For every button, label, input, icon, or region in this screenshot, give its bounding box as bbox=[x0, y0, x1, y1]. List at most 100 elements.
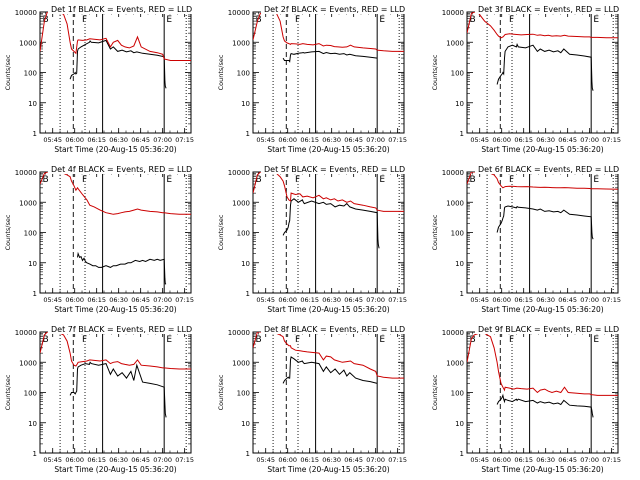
panel-title: Det 1f BLACK = Events, RED = LLD bbox=[51, 5, 192, 14]
y-tick-label: 1000 bbox=[232, 39, 250, 47]
panel-title: Det 5f BLACK = Events, RED = LLD bbox=[264, 165, 405, 174]
detector-panel-4: 1 10 100 1000 10000 05:45 06:00 06:15 06:30 06:45… bbox=[4, 164, 194, 314]
series-line-events bbox=[69, 361, 167, 418]
x-tick-label: 07:00 bbox=[153, 456, 172, 464]
series-line-events bbox=[496, 205, 594, 240]
x-tick-label: 06:15 bbox=[87, 296, 106, 304]
x-axis-label: Start Time (20-Aug-15 05:36:20) bbox=[267, 465, 389, 474]
x-tick-label: 06:15 bbox=[87, 456, 106, 464]
x-tick-label: 05:45 bbox=[470, 456, 489, 464]
region-label: B bbox=[255, 335, 261, 345]
y-tick-label: 10 bbox=[455, 260, 464, 268]
region-label: F bbox=[82, 175, 87, 185]
y-tick-label: 1 bbox=[246, 450, 250, 458]
x-tick-label: 05:45 bbox=[43, 456, 62, 464]
y-tick-label: 1000 bbox=[19, 359, 37, 367]
detector-panel-5: 1 10 100 1000 10000 05:45 06:00 06:15 06:30 06:45… bbox=[217, 164, 407, 314]
region-label: F bbox=[509, 335, 514, 345]
region-label: B bbox=[42, 175, 48, 185]
title-backing bbox=[475, 324, 620, 334]
region-label: B bbox=[42, 15, 48, 25]
plot-frame bbox=[39, 331, 192, 454]
y-tick-label: 10000 bbox=[15, 329, 37, 337]
x-tick-label: 07:00 bbox=[580, 456, 599, 464]
x-axis-label: Start Time (20-Aug-15 05:36:20) bbox=[267, 145, 389, 154]
x-tick-label: 06:00 bbox=[278, 136, 297, 144]
region-label: E bbox=[166, 175, 172, 185]
x-axis-label: Start Time (20-Aug-15 05:36:20) bbox=[481, 465, 603, 474]
y-tick-label: 10000 bbox=[15, 9, 37, 17]
region-label: E bbox=[593, 175, 599, 185]
x-tick-label: 06:00 bbox=[278, 296, 297, 304]
x-tick-label: 06:00 bbox=[492, 136, 511, 144]
panel-title: Det 8f BLACK = Events, RED = LLD bbox=[264, 325, 405, 334]
y-tick-label: 100 bbox=[451, 230, 464, 238]
y-tick-label: 1000 bbox=[446, 199, 464, 207]
series-line-lld bbox=[467, 12, 618, 39]
title-backing bbox=[475, 164, 620, 174]
x-tick-label: 07:15 bbox=[175, 136, 194, 144]
y-tick-label: 10 bbox=[28, 260, 37, 268]
y-axis-label: Counts/sec bbox=[431, 54, 439, 90]
y-axis-label: Counts/sec bbox=[217, 214, 225, 250]
x-tick-label: 05:45 bbox=[470, 136, 489, 144]
y-tick-label: 10000 bbox=[228, 169, 250, 177]
x-tick-label: 06:30 bbox=[536, 296, 555, 304]
panel-title: Det 4f BLACK = Events, RED = LLD bbox=[51, 165, 192, 174]
series-line-lld bbox=[467, 172, 618, 190]
y-tick-label: 10000 bbox=[442, 329, 464, 337]
y-tick-label: 10000 bbox=[228, 329, 250, 337]
x-tick-label: 06:15 bbox=[300, 296, 319, 304]
region-label: E bbox=[593, 15, 599, 25]
x-tick-label: 05:45 bbox=[43, 136, 62, 144]
x-tick-label: 05:45 bbox=[256, 456, 275, 464]
title-backing bbox=[261, 4, 406, 14]
detector-panel-9: 1 10 100 1000 10000 05:45 06:00 06:15 06:30 06:45… bbox=[431, 324, 621, 474]
x-tick-label: 06:00 bbox=[65, 136, 84, 144]
y-tick-label: 1 bbox=[460, 450, 464, 458]
title-backing bbox=[261, 324, 406, 334]
x-tick-label: 06:45 bbox=[131, 456, 150, 464]
y-tick-label: 100 bbox=[237, 230, 250, 238]
x-tick-label: 06:00 bbox=[492, 456, 511, 464]
x-tick-label: 07:00 bbox=[580, 296, 599, 304]
y-axis-label: Counts/sec bbox=[431, 374, 439, 410]
x-tick-label: 07:15 bbox=[388, 136, 407, 144]
x-tick-label: 07:15 bbox=[602, 456, 621, 464]
x-tick-label: 06:30 bbox=[109, 456, 128, 464]
region-label: B bbox=[469, 15, 475, 25]
detector-panel-8: 1 10 100 1000 10000 05:45 06:00 06:15 06:30 06:45… bbox=[217, 324, 407, 474]
y-tick-label: 10 bbox=[241, 100, 250, 108]
x-tick-label: 07:00 bbox=[366, 296, 385, 304]
x-axis-label: Start Time (20-Aug-15 05:36:20) bbox=[54, 145, 176, 154]
x-tick-label: 06:45 bbox=[344, 296, 363, 304]
x-tick-label: 06:30 bbox=[109, 136, 128, 144]
y-tick-label: 10 bbox=[28, 420, 37, 428]
y-tick-label: 100 bbox=[451, 70, 464, 78]
y-tick-label: 10000 bbox=[228, 9, 250, 17]
y-tick-label: 100 bbox=[24, 390, 37, 398]
x-tick-label: 06:30 bbox=[109, 296, 128, 304]
region-label: F bbox=[509, 15, 514, 25]
y-tick-label: 1 bbox=[33, 450, 37, 458]
x-tick-label: 06:15 bbox=[87, 136, 106, 144]
panel-title: Det 3f BLACK = Events, RED = LLD bbox=[478, 5, 619, 14]
panel-title: Det 9f BLACK = Events, RED = LLD bbox=[478, 325, 619, 334]
y-tick-label: 1 bbox=[33, 130, 37, 138]
series-line-lld bbox=[253, 332, 404, 379]
series-line-lld bbox=[40, 12, 191, 61]
title-backing bbox=[475, 4, 620, 14]
region-label: B bbox=[469, 175, 475, 185]
x-tick-label: 06:15 bbox=[300, 456, 319, 464]
y-tick-label: 1000 bbox=[19, 199, 37, 207]
x-tick-label: 06:45 bbox=[558, 296, 577, 304]
x-tick-label: 07:00 bbox=[153, 296, 172, 304]
y-tick-label: 10 bbox=[455, 100, 464, 108]
x-tick-label: 06:15 bbox=[300, 136, 319, 144]
x-tick-label: 05:45 bbox=[43, 296, 62, 304]
panel-title: Det 6f BLACK = Events, RED = LLD bbox=[478, 165, 619, 174]
series-line-lld bbox=[253, 12, 404, 52]
region-label: E bbox=[379, 15, 385, 25]
panel-title: Det 2f BLACK = Events, RED = LLD bbox=[264, 5, 405, 14]
detector-panel-3: 1 10 100 1000 10000 05:45 06:00 06:15 06:30 06:45… bbox=[431, 4, 621, 154]
